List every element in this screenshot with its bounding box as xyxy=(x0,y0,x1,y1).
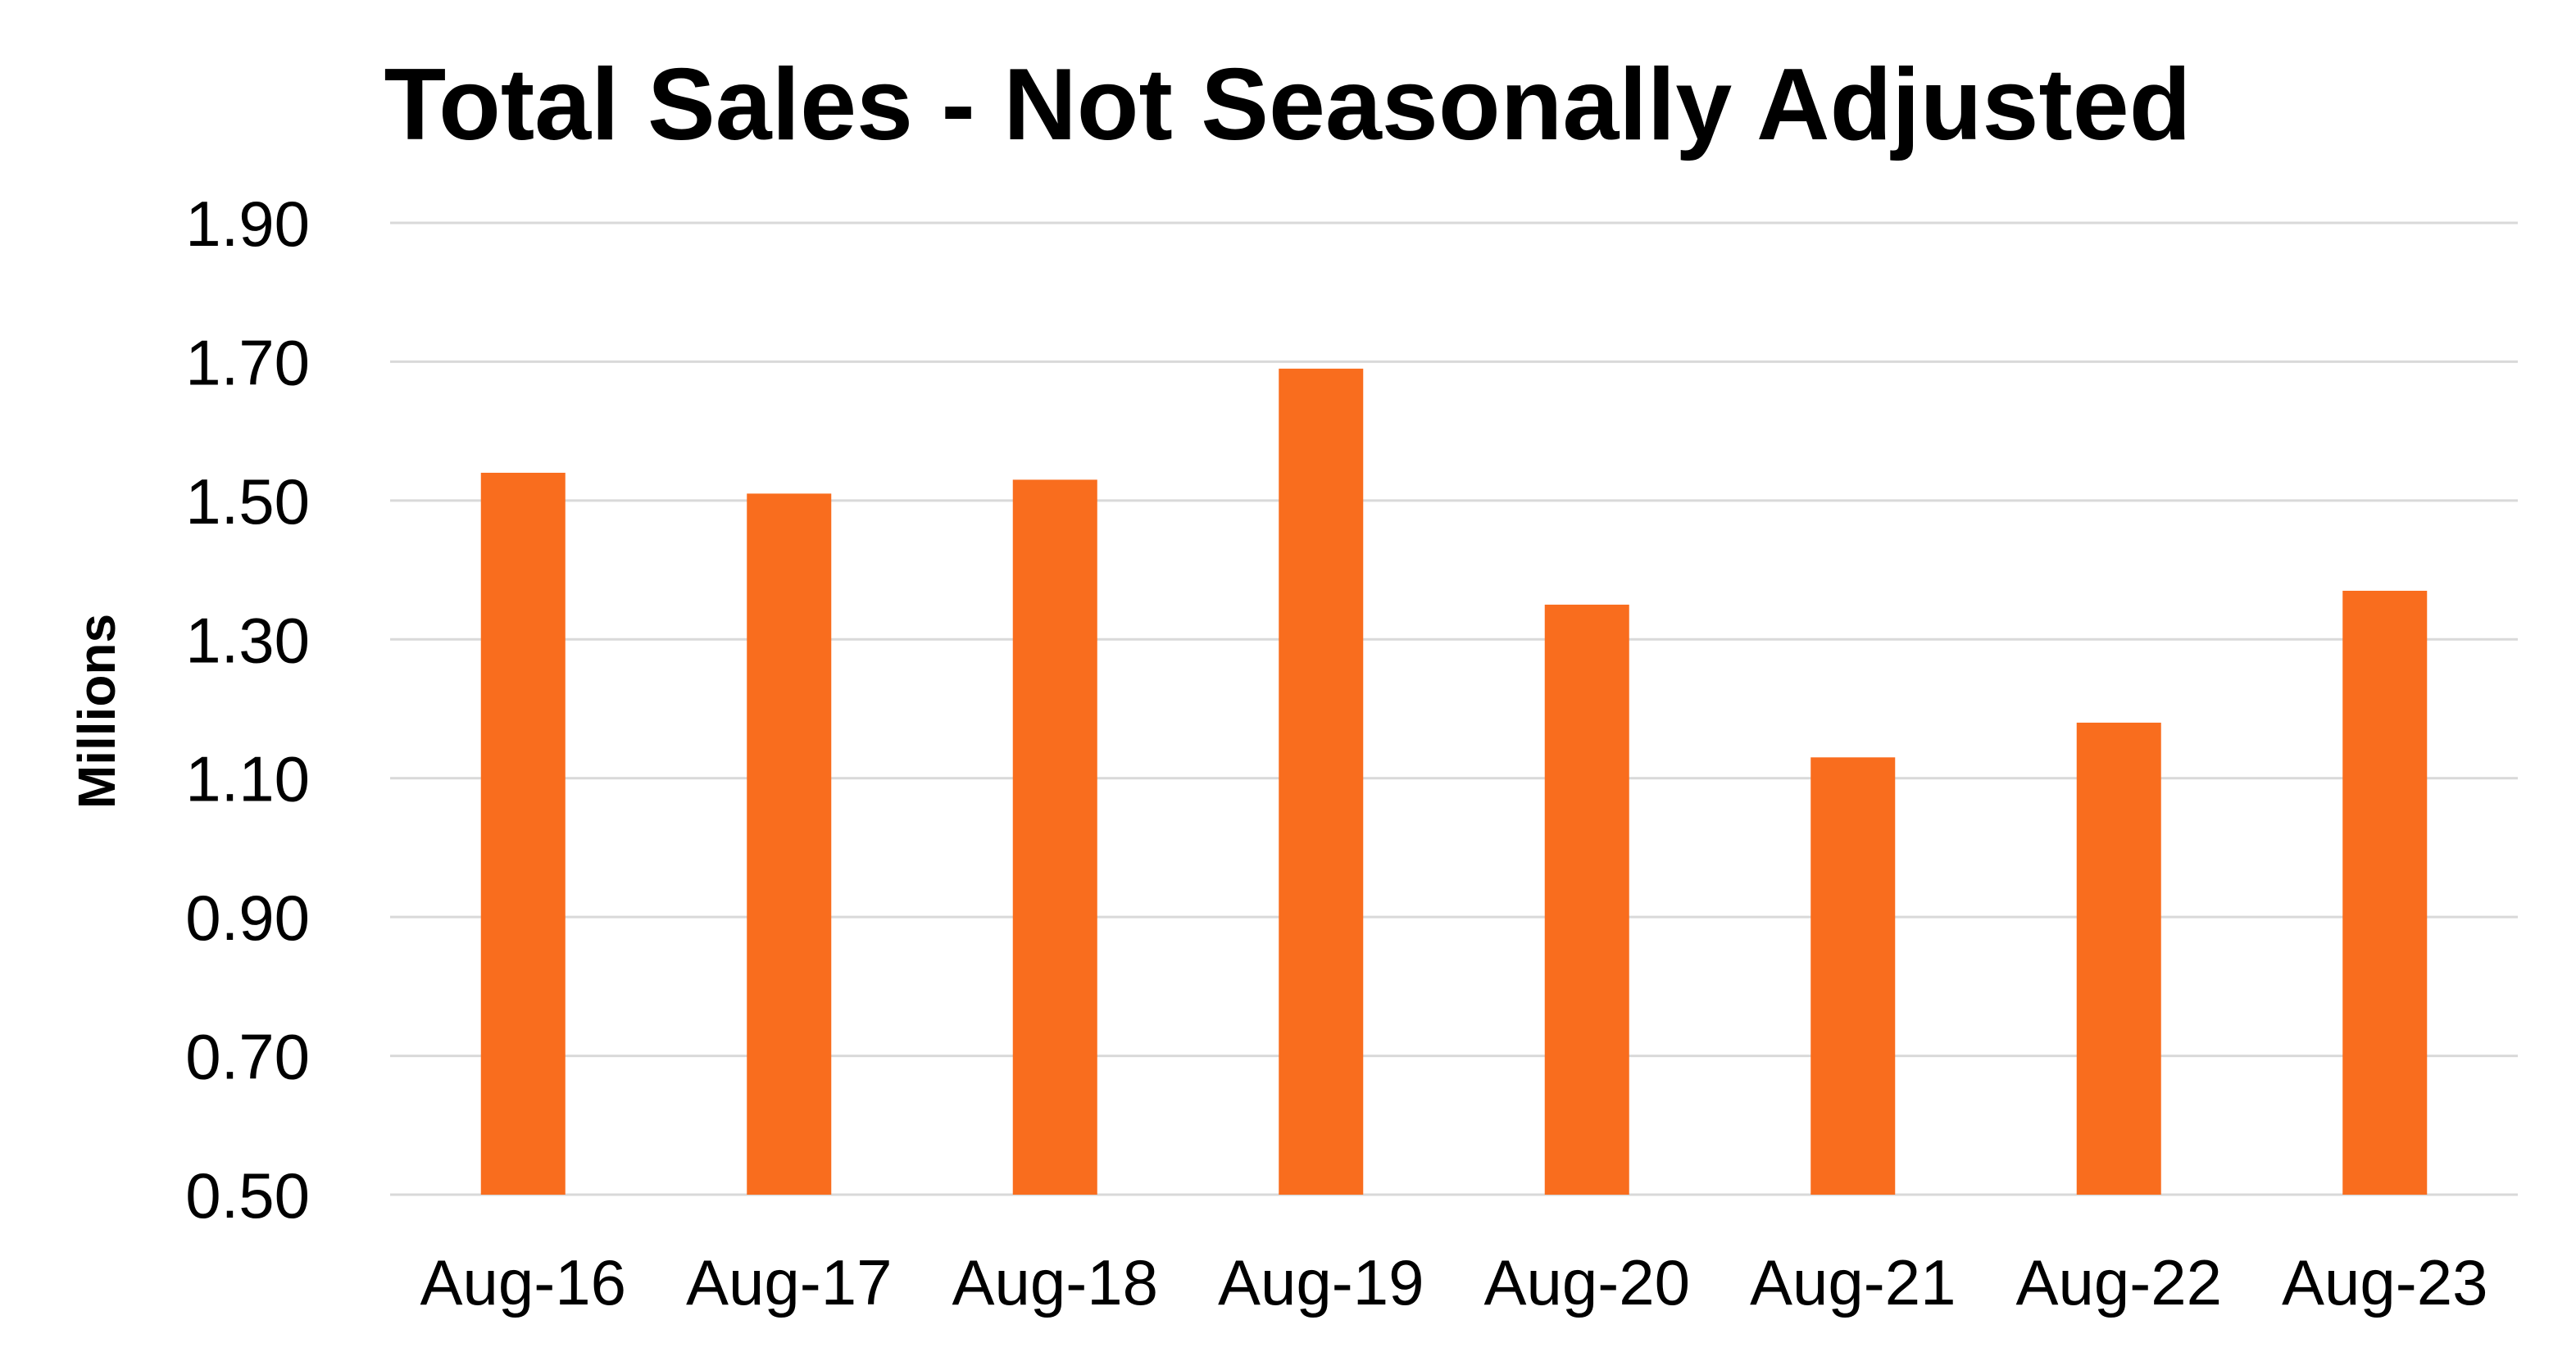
x-tick-label: Aug-16 xyxy=(420,1246,626,1318)
x-tick-label: Aug-20 xyxy=(1483,1246,1690,1318)
y-tick-label: 1.90 xyxy=(185,188,310,260)
y-tick-label: 0.50 xyxy=(185,1159,310,1232)
y-tick-label: 1.50 xyxy=(185,465,310,538)
x-tick-label: Aug-19 xyxy=(1218,1246,1424,1318)
y-tick-label: 1.30 xyxy=(185,604,310,676)
y-tick-label: 1.70 xyxy=(185,326,310,398)
bar-aug-23 xyxy=(2342,590,2428,1195)
bar-aug-16 xyxy=(480,472,566,1195)
x-tick-label: Aug-18 xyxy=(952,1246,1158,1318)
bar-aug-19 xyxy=(1279,368,1364,1195)
y-tick-label: 0.70 xyxy=(185,1021,310,1093)
bar-aug-21 xyxy=(1810,757,1896,1195)
bar-aug-18 xyxy=(1012,479,1097,1195)
y-tick-label: 1.10 xyxy=(185,743,310,815)
bar-aug-17 xyxy=(747,493,832,1195)
bar-aug-22 xyxy=(2076,722,2161,1195)
gridlines xyxy=(390,221,2518,1196)
x-tick-label: Aug-17 xyxy=(686,1246,893,1318)
chart-title: Total Sales - Not Seasonally Adjusted xyxy=(384,48,2192,161)
bars xyxy=(480,368,2428,1195)
x-axis-ticks: Aug-16 Aug-17 Aug-18 Aug-19 Aug-20 Aug-21 Aug-… xyxy=(420,1246,2487,1318)
y-axis-label: Millions xyxy=(67,614,126,809)
y-axis-ticks: 0.50 0.70 0.90 1.10 1.30 1.50 1.70 1.90 xyxy=(185,188,310,1232)
x-tick-label: Aug-22 xyxy=(2015,1246,2222,1318)
x-tick-label: Aug-23 xyxy=(2282,1246,2488,1318)
y-tick-label: 0.90 xyxy=(185,882,310,954)
bar-aug-20 xyxy=(1544,604,1629,1195)
x-tick-label: Aug-21 xyxy=(1750,1246,1956,1318)
